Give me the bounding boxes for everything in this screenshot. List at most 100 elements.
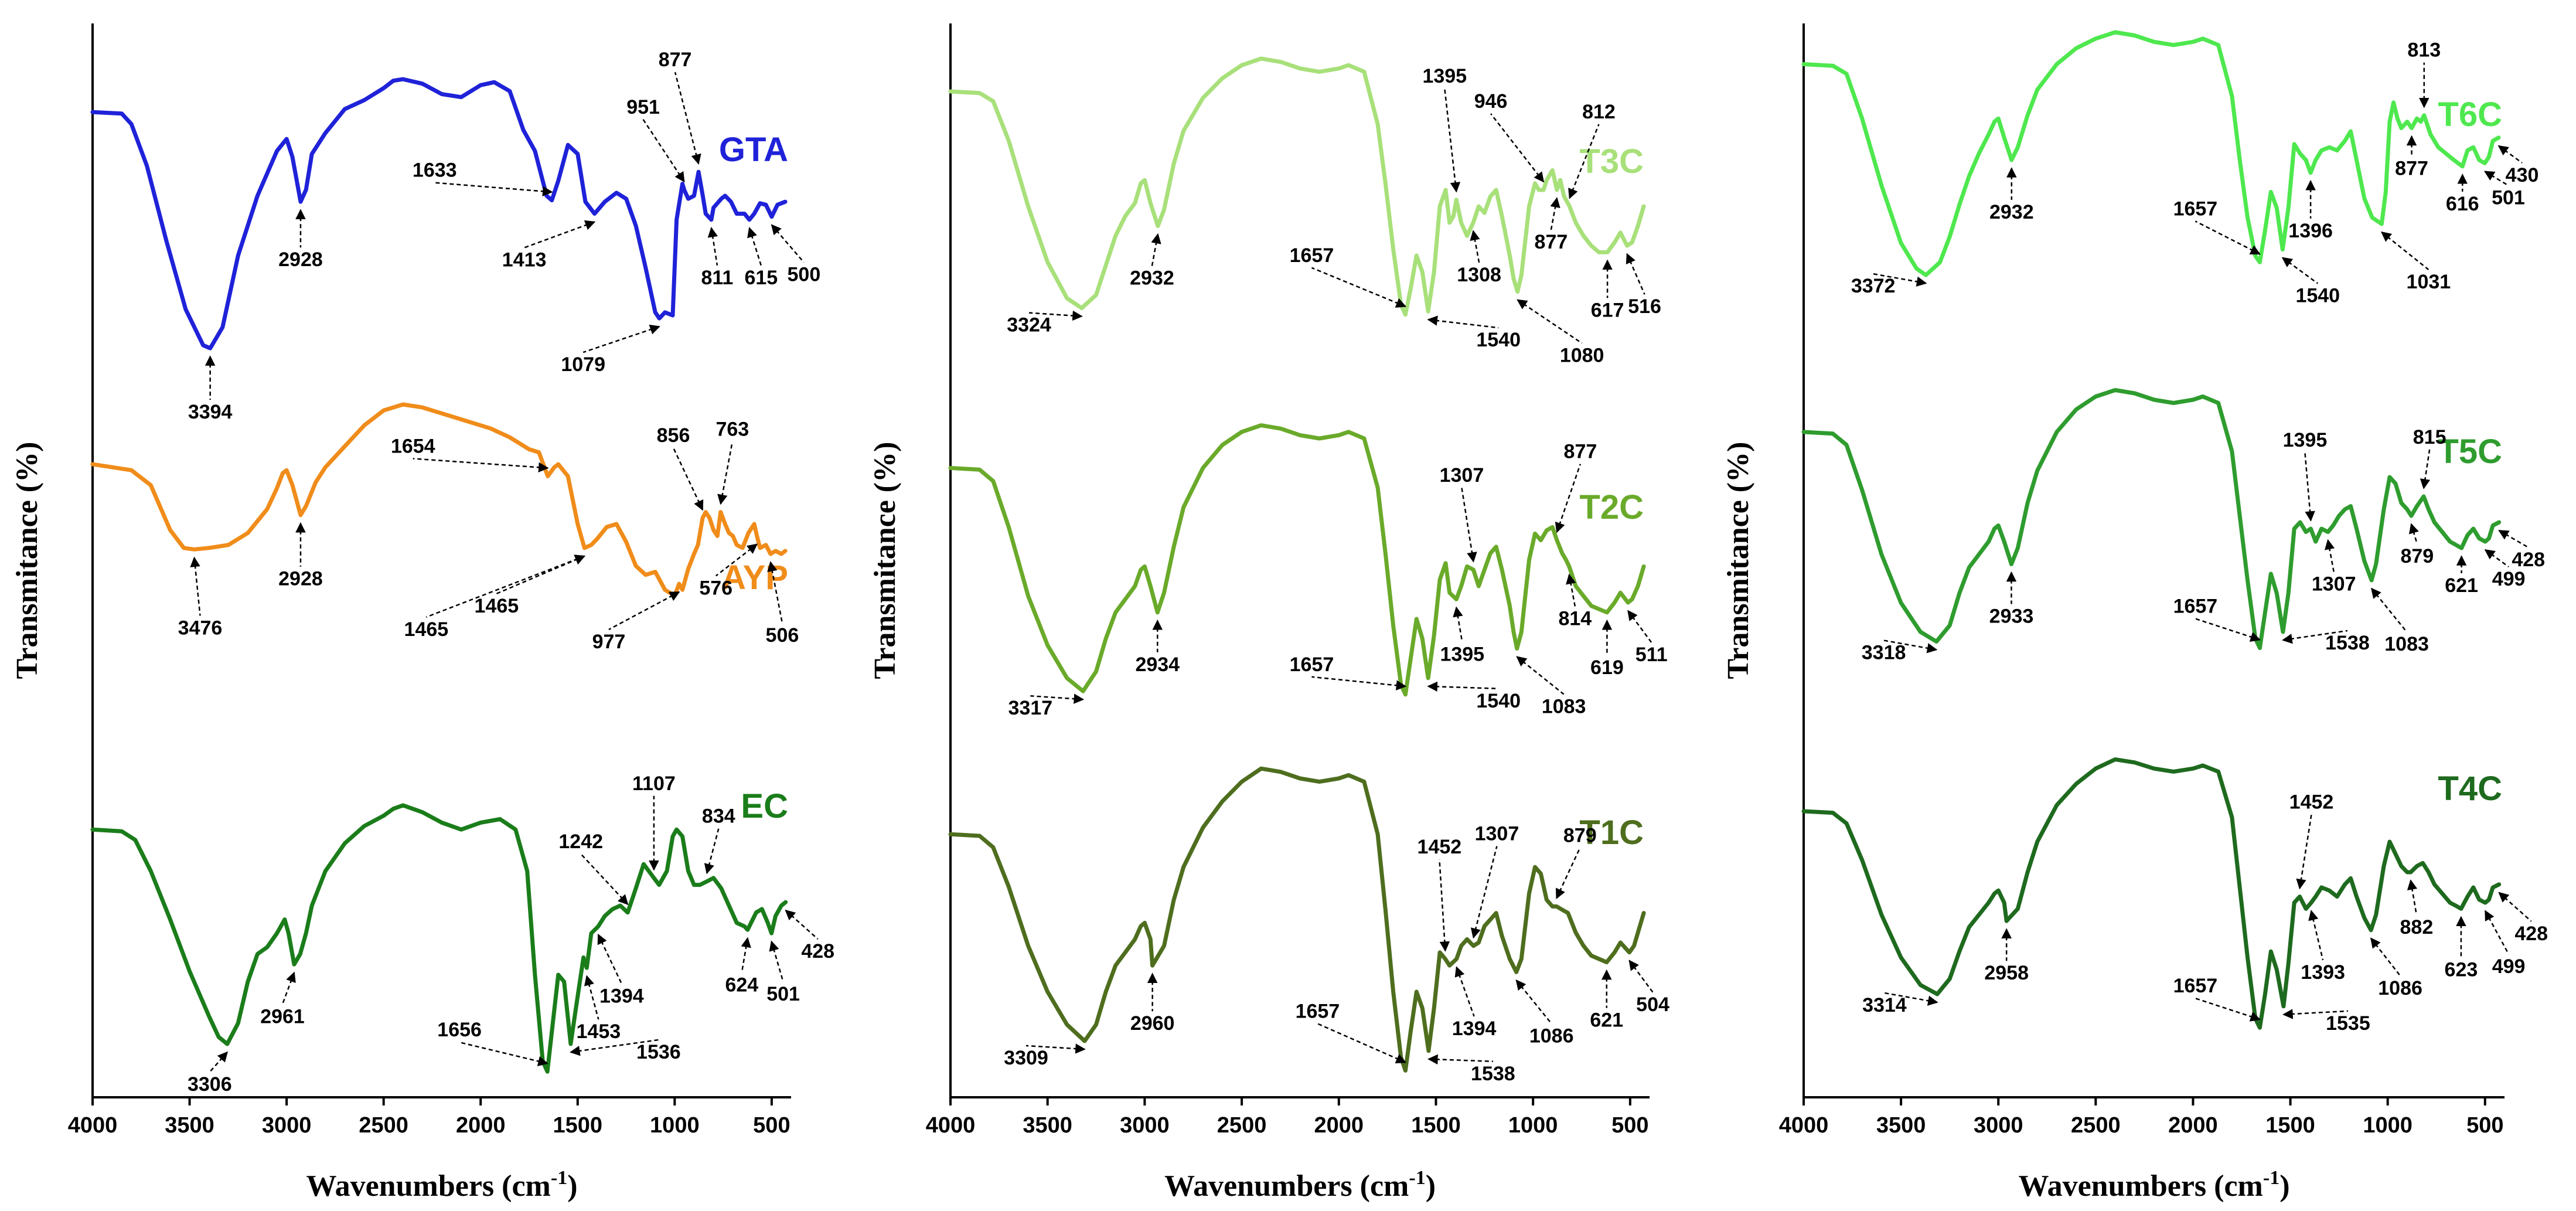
peak-label: 1452 <box>2289 791 2334 814</box>
peak-arrow <box>434 182 553 197</box>
peak-label: 1657 <box>1290 654 1334 676</box>
peak-arrow <box>459 1041 548 1067</box>
peak-arrow <box>1555 847 1581 899</box>
peak-arrow <box>2296 814 2312 890</box>
peak-label: 1307 <box>1440 464 1484 487</box>
peak-arrow <box>570 1039 659 1056</box>
peak-arrow <box>1461 487 1477 563</box>
peak-label: 877 <box>1564 441 1597 463</box>
peak-arrow <box>209 1051 228 1073</box>
peak-arrow <box>1555 464 1582 533</box>
peak-arrow <box>1568 124 1600 199</box>
x-tick-label: 2000 <box>456 1113 506 1138</box>
peak-arrow <box>2282 630 2348 644</box>
peak-label: 499 <box>2492 568 2526 590</box>
peak-label: 615 <box>744 267 778 289</box>
x-tick-label: 3500 <box>1876 1113 1926 1138</box>
peak-label: 3317 <box>1008 697 1053 719</box>
peak-arrow <box>2370 937 2401 977</box>
peak-label: 1086 <box>2378 977 2422 999</box>
series-label: T2C <box>1579 488 1644 526</box>
x-tick-label: 3500 <box>165 1113 214 1138</box>
spectrum-line-gta <box>90 77 788 351</box>
x-tick-label: 4000 <box>1779 1113 1829 1138</box>
x-tick-label: 4000 <box>68 1113 118 1138</box>
series-ec: EC 3306 2961 1656 1536 1453 1394 1242 1107 834 624… <box>90 773 834 1096</box>
peak-label: 951 <box>626 96 660 118</box>
peak-label: 813 <box>2407 39 2441 62</box>
peak-label: 763 <box>715 419 749 441</box>
peak-arrow <box>281 971 296 1005</box>
peak-arrow <box>2408 523 2419 545</box>
peak-arrow <box>608 591 680 631</box>
peak-arrow <box>1439 859 1450 952</box>
peak-arrow <box>1516 656 1565 695</box>
peak-label: 3324 <box>1007 314 1051 336</box>
peak-label: 1657 <box>2173 596 2218 618</box>
peak-arrow <box>707 227 718 266</box>
ftir-panel-2: 4000 3500 3000 2500 2000 1500 1000 500 Wavenumbe… <box>868 23 1669 1203</box>
peak-arrow <box>2195 998 2261 1022</box>
peak-label: 1031 <box>2407 271 2451 293</box>
x-tick-label: 1500 <box>1411 1113 1461 1138</box>
peak-label: 977 <box>592 631 626 653</box>
x-axis-title: Wavenumbers (cm-1) <box>306 1167 577 1203</box>
peak-label: 1413 <box>502 249 547 271</box>
series-t1c: T1C 3309 2960 1657 1538 1452 1394 1307 1086 879 62… <box>948 766 1669 1085</box>
peak-arrow <box>674 72 701 165</box>
peak-label: 3318 <box>1862 642 1906 664</box>
peak-arrow <box>2324 539 2335 572</box>
peak-arrow <box>597 933 623 984</box>
peak-arrow <box>1884 992 1938 1006</box>
peak-label: 617 <box>1591 299 1624 321</box>
peak-arrow <box>1470 846 1498 939</box>
peak-label: 1083 <box>1542 695 1586 717</box>
peak-arrow <box>1626 253 1645 295</box>
series-gta: GTA 3394 2928 1633 1413 1079 951 877 811 615 500 <box>90 49 821 423</box>
peak-label: 1633 <box>413 159 457 182</box>
peak-label: 1394 <box>599 985 644 1007</box>
peak-label: 501 <box>2492 186 2525 209</box>
peak-arrow <box>2483 171 2509 186</box>
x-tick-label: 3500 <box>1023 1113 1072 1138</box>
peak-label: 1654 <box>391 435 435 457</box>
peak-label: 428 <box>801 940 834 962</box>
peak-arrow <box>704 828 720 875</box>
peak-label: 879 <box>1563 824 1597 846</box>
peak-label: 621 <box>2445 574 2478 597</box>
peak-label: 2932 <box>1989 201 2034 223</box>
x-tick-label: 2500 <box>2071 1113 2121 1138</box>
peak-arrow <box>642 119 685 183</box>
peak-label: 1395 <box>2283 429 2328 451</box>
series-t5c: T5C 3318 2933 1657 1538 1395 1307 1083 879 815 621… <box>1801 388 2545 664</box>
peak-label: 1465 <box>475 595 519 617</box>
peak-arrow <box>1873 273 1927 287</box>
spectrum-line-t3c <box>948 56 1646 317</box>
peak-label: 814 <box>1558 607 1592 630</box>
spectrum-line-t6c <box>1801 30 2501 277</box>
peak-arrow <box>1025 1043 1086 1054</box>
peak-label: 619 <box>1590 656 1624 679</box>
peak-label: 1540 <box>1476 329 1521 351</box>
peak-label: 1083 <box>2384 633 2429 655</box>
peak-arrow <box>2420 449 2431 489</box>
peak-label: 877 <box>2395 158 2428 180</box>
peak-label: 1396 <box>2288 220 2333 242</box>
peak-label: 2928 <box>278 568 323 590</box>
peak-arrow <box>2370 587 2408 632</box>
peak-arrow <box>2308 910 2324 961</box>
peak-arrow <box>1550 197 1560 230</box>
peak-arrow <box>1151 233 1161 266</box>
peak-arrow <box>425 555 585 618</box>
peak-label: 1657 <box>1296 1000 1340 1022</box>
peak-label: 1394 <box>1452 1018 1497 1040</box>
peak-label: 1080 <box>1560 345 1604 367</box>
peak-arrow <box>582 324 660 353</box>
peak-label: 500 <box>788 264 821 286</box>
peak-label: 511 <box>1635 644 1668 666</box>
series-label: T4C <box>2438 770 2502 808</box>
peak-arrow <box>2407 879 2418 916</box>
peak-label: 1535 <box>2326 1012 2370 1035</box>
peak-label: 3306 <box>188 1073 232 1096</box>
peak-arrow <box>1883 639 1938 654</box>
